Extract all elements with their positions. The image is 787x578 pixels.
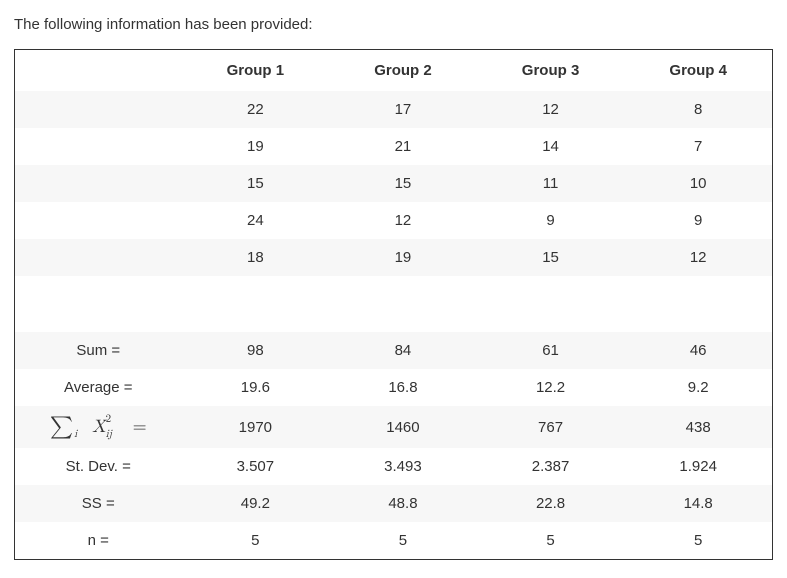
data-cell: 98 (182, 332, 330, 369)
row-label-empty (15, 239, 182, 276)
data-cell: 14.8 (624, 485, 772, 522)
data-cell: 17 (329, 91, 477, 128)
header-cell: Group 2 (329, 50, 477, 91)
row-label: Average = (15, 369, 182, 406)
table-row: 19 21 14 7 (15, 128, 772, 165)
data-cell: 18 (182, 239, 330, 276)
row-label: Sum = (15, 332, 182, 369)
row-label-sumsq: ∑ i X 2 ij = (15, 406, 182, 448)
table-summary-row: ∑ i X 2 ij = 1970 1460 767 438 (15, 406, 772, 448)
x-symbol: X (92, 418, 106, 436)
sigma-symbol: ∑ (50, 416, 73, 438)
sigma-subscript: i (74, 429, 77, 440)
data-cell: 5 (182, 522, 330, 559)
data-cell: 19.6 (182, 369, 330, 406)
table-summary-row: SS = 49.2 48.8 22.8 14.8 (15, 485, 772, 522)
data-cell: 5 (624, 522, 772, 559)
header-cell: Group 1 (182, 50, 330, 91)
table-blank-row (15, 276, 772, 332)
data-cell: 48.8 (329, 485, 477, 522)
data-cell: 9 (477, 202, 625, 239)
sigma-icon: ∑ i (50, 416, 73, 438)
data-cell: 15 (477, 239, 625, 276)
data-cell: 5 (477, 522, 625, 559)
equals-sign: = (133, 416, 147, 438)
data-cell: 5 (329, 522, 477, 559)
x-superscript: 2 (106, 414, 112, 425)
data-cell: 19 (329, 239, 477, 276)
data-cell: 16.8 (329, 369, 477, 406)
table-row: 15 15 11 10 (15, 165, 772, 202)
data-cell: 2.387 (477, 448, 625, 485)
data-cell: 14 (477, 128, 625, 165)
row-label: SS = (15, 485, 182, 522)
table-summary-row: n = 5 5 5 5 (15, 522, 772, 559)
data-cell: 12.2 (477, 369, 625, 406)
table-row: 24 12 9 9 (15, 202, 772, 239)
data-cell: 1.924 (624, 448, 772, 485)
table-summary-row: Sum = 98 84 61 46 (15, 332, 772, 369)
data-cell: 8 (624, 91, 772, 128)
data-cell: 19 (182, 128, 330, 165)
data-cell: 9 (624, 202, 772, 239)
header-cell: Group 4 (624, 50, 772, 91)
data-cell: 11 (477, 165, 625, 202)
header-cell: Group 3 (477, 50, 625, 91)
data-cell: 84 (329, 332, 477, 369)
row-label: n = (15, 522, 182, 559)
data-cell: 12 (624, 239, 772, 276)
data-cell: 9.2 (624, 369, 772, 406)
data-cell: 12 (477, 91, 625, 128)
data-cell: 7 (624, 128, 772, 165)
table-summary-row: Average = 19.6 16.8 12.2 9.2 (15, 369, 772, 406)
data-cell: 3.493 (329, 448, 477, 485)
data-cell: 767 (477, 406, 625, 448)
row-label-empty (15, 128, 182, 165)
table-row: 18 19 15 12 (15, 239, 772, 276)
data-cell: 438 (624, 406, 772, 448)
data-cell: 46 (624, 332, 772, 369)
data-cell: 1970 (182, 406, 330, 448)
x-squared-block: X 2 ij (92, 418, 106, 436)
data-cell: 1460 (329, 406, 477, 448)
row-label-empty (15, 91, 182, 128)
data-cell: 22.8 (477, 485, 625, 522)
data-cell: 15 (182, 165, 330, 202)
intro-text: The following information has been provi… (14, 16, 773, 33)
row-label: St. Dev. = (15, 448, 182, 485)
table-header-row: Group 1 Group 2 Group 3 Group 4 (15, 50, 772, 91)
data-cell: 10 (624, 165, 772, 202)
table-row: 22 17 12 8 (15, 91, 772, 128)
data-cell: 3.507 (182, 448, 330, 485)
stats-table-wrapper: Group 1 Group 2 Group 3 Group 4 22 17 12… (14, 49, 773, 560)
data-cell: 12 (329, 202, 477, 239)
stats-table: Group 1 Group 2 Group 3 Group 4 22 17 12… (15, 50, 772, 559)
x-subscript: ij (106, 429, 112, 440)
data-cell: 21 (329, 128, 477, 165)
table-summary-row: St. Dev. = 3.507 3.493 2.387 1.924 (15, 448, 772, 485)
data-cell: 22 (182, 91, 330, 128)
data-cell: 15 (329, 165, 477, 202)
data-cell: 24 (182, 202, 330, 239)
data-cell: 49.2 (182, 485, 330, 522)
row-label-empty (15, 202, 182, 239)
header-empty (15, 50, 182, 91)
data-cell: 61 (477, 332, 625, 369)
row-label-empty (15, 165, 182, 202)
